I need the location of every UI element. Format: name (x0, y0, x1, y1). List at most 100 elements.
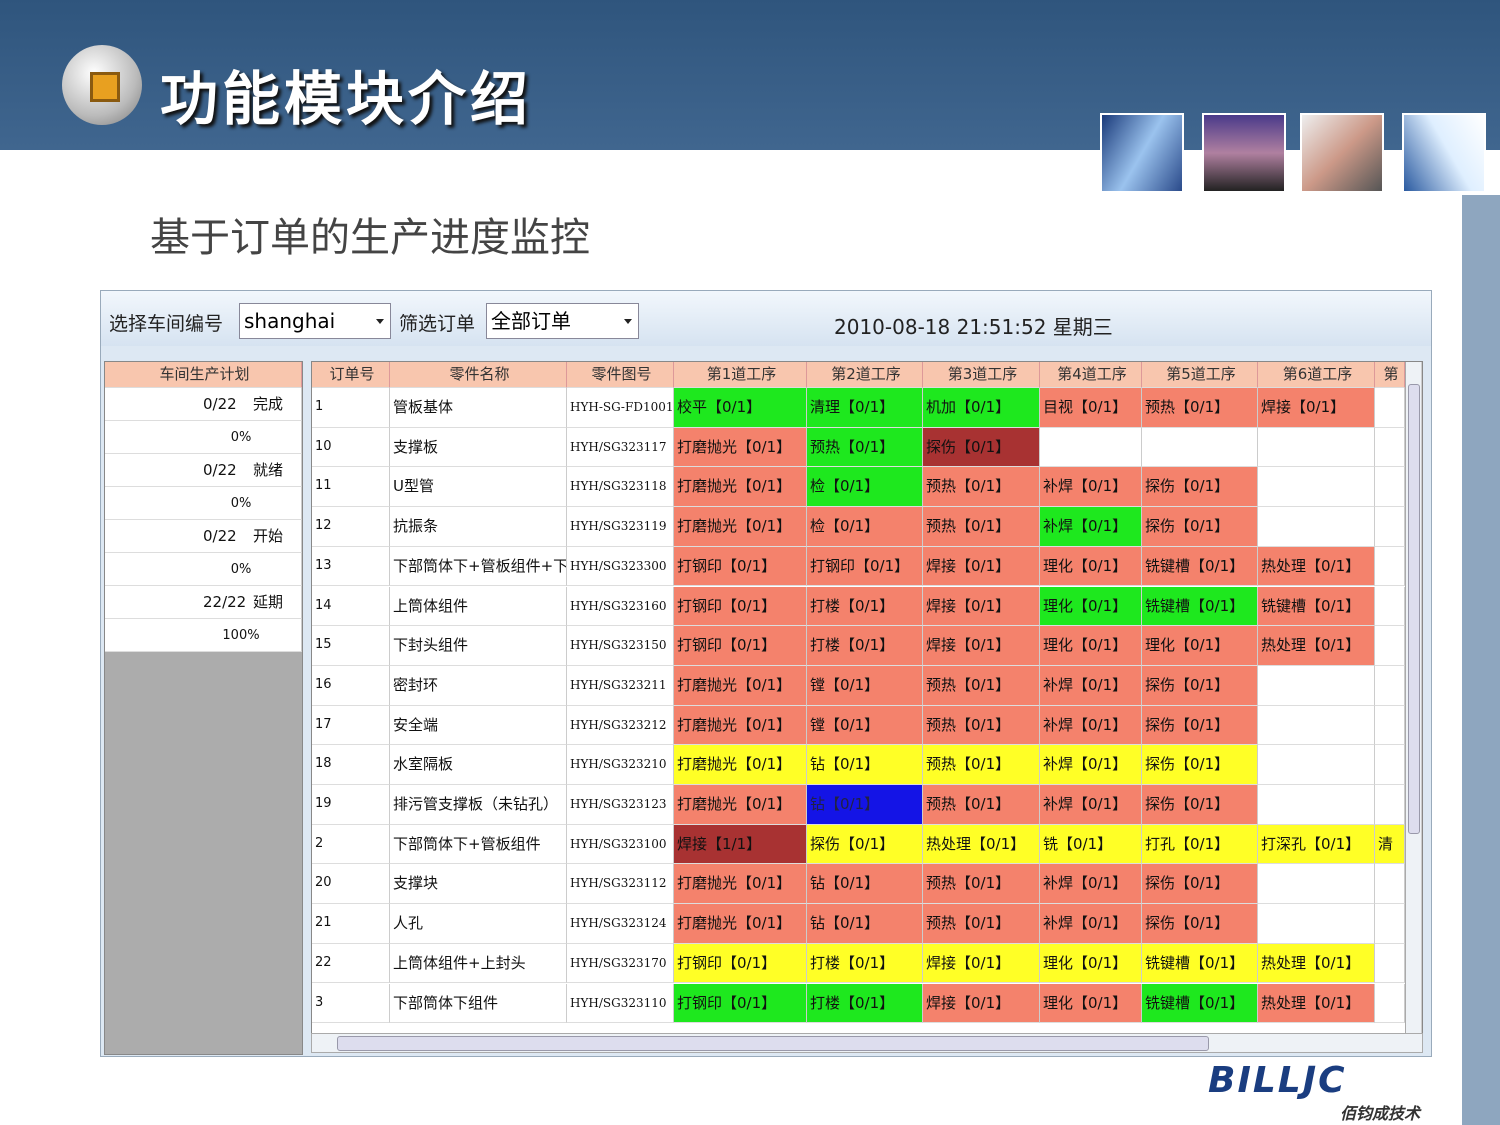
process-cell: 热处理【0/1】 (1258, 983, 1375, 1024)
part-name: 排污管支撑板（未钻孔） (390, 785, 567, 825)
photo (1100, 113, 1184, 193)
process-cell: 校平【0/1】 (674, 388, 807, 428)
process-cell: 铣键槽【0/1】 (1258, 586, 1375, 627)
plan-status: 延期 (253, 593, 284, 611)
plan-row: 22/22 延期 (105, 586, 302, 619)
process-cell: 铣键槽【0/1】 (1142, 943, 1258, 984)
column-header: 零件名称 (390, 362, 567, 388)
order-id: 22 (312, 943, 390, 984)
process-cell: 探伤【0/1】 (1142, 705, 1258, 746)
process-cell (1258, 904, 1375, 944)
process-cell: 钻【0/1】 (807, 904, 923, 944)
plan-percent: 0% (105, 487, 302, 520)
drawing-no: HYH/SG323160 (567, 586, 674, 627)
order-grid: 订单号 零件名称 零件图号 第1道工序 第2道工序 第3道工序 第4道工序 第5道工序 第6道工… (311, 361, 1423, 1035)
column-header: 第4道工序 (1040, 362, 1142, 388)
process-cell: 焊接【0/1】 (1258, 388, 1375, 428)
plan-count: 22/22 (203, 593, 247, 611)
process-cell: 探伤【0/1】 (1142, 467, 1258, 508)
process-cell: 打钢印【0/1】 (674, 943, 807, 984)
process-cell: 探伤【0/1】 (1142, 904, 1258, 944)
process-cell: 打磨抛光【0/1】 (674, 665, 807, 706)
process-cell: 焊接【0/1】 (923, 546, 1040, 587)
process-cell: 焊接【0/1】 (923, 983, 1040, 1024)
filter-select[interactable]: 全部订单 (486, 303, 639, 339)
process-cell (1375, 507, 1405, 547)
order-id: 21 (312, 904, 390, 944)
process-cell: 目视【0/1】 (1040, 388, 1142, 428)
process-cell: 补焊【0/1】 (1040, 665, 1142, 706)
h-scrollbar[interactable] (311, 1033, 1423, 1053)
process-cell (1258, 665, 1375, 706)
drawing-no: HYH/SG323123 (567, 785, 674, 825)
part-name: U型管 (390, 467, 567, 508)
photo (1402, 113, 1486, 193)
process-cell: 打楼【0/1】 (807, 586, 923, 627)
process-cell: 探伤【0/1】 (1142, 665, 1258, 706)
column-header: 第3道工序 (923, 362, 1040, 388)
column-header: 零件图号 (567, 362, 674, 388)
process-cell: 铣键槽【0/1】 (1142, 586, 1258, 627)
process-cell (1258, 745, 1375, 785)
part-name: 上筒体组件 (390, 586, 567, 627)
plan-status: 完成 (253, 395, 284, 413)
process-cell: 探伤【0/1】 (1142, 745, 1258, 785)
process-cell (1258, 785, 1375, 825)
process-cell (1142, 427, 1258, 468)
process-cell: 补焊【0/1】 (1040, 467, 1142, 508)
process-cell: 打磨抛光【0/1】 (674, 864, 807, 905)
process-cell (1375, 388, 1405, 428)
scroll-thumb[interactable] (337, 1036, 1209, 1051)
part-name: 上筒体组件+上封头 (390, 943, 567, 984)
process-cell: 检【0/1】 (807, 467, 923, 508)
process-cell: 补焊【0/1】 (1040, 864, 1142, 905)
process-cell: 打钢印【0/1】 (674, 983, 807, 1024)
process-cell: 打磨抛光【0/1】 (674, 745, 807, 785)
process-cell (1258, 705, 1375, 746)
process-cell: 探伤【0/1】 (1142, 507, 1258, 547)
slide-title: 功能模块介绍 (160, 65, 533, 133)
part-name: 下部筒体下+管板组件+下 (390, 546, 567, 587)
process-cell: 热处理【0/1】 (1258, 546, 1375, 587)
process-cell: 预热【0/1】 (923, 745, 1040, 785)
order-id: 17 (312, 705, 390, 746)
order-id: 10 (312, 427, 390, 468)
process-cell: 钻【0/1】 (807, 785, 923, 825)
plan-percent: 0% (105, 553, 302, 586)
part-name: 下封头组件 (390, 626, 567, 666)
process-cell: 打磨抛光【0/1】 (674, 705, 807, 746)
column-header: 第2道工序 (807, 362, 923, 388)
scroll-thumb[interactable] (1408, 384, 1420, 834)
drawing-no: HYH/SG323112 (567, 864, 674, 905)
order-id: 3 (312, 983, 390, 1024)
part-name: 密封环 (390, 665, 567, 706)
process-cell: 预热【0/1】 (923, 665, 1040, 706)
process-cell: 打钢印【0/1】 (674, 546, 807, 587)
order-id: 16 (312, 665, 390, 706)
process-cell: 焊接【0/1】 (923, 586, 1040, 627)
process-cell: 打深孔【0/1】 (1258, 824, 1375, 865)
process-cell (1375, 546, 1405, 587)
process-cell (1375, 586, 1405, 627)
order-id: 20 (312, 864, 390, 905)
part-name: 抗振条 (390, 507, 567, 547)
order-id: 19 (312, 785, 390, 825)
process-cell (1375, 904, 1405, 944)
plan-row: 0/22 开始 (105, 520, 302, 553)
process-cell: 探伤【0/1】 (1142, 864, 1258, 905)
drawing-no: HYH/SG323100 (567, 824, 674, 865)
v-scrollbar[interactable] (1405, 362, 1422, 1034)
process-cell: 理化【0/1】 (1040, 546, 1142, 587)
process-cell: 打楼【0/1】 (807, 626, 923, 666)
process-cell: 打磨抛光【0/1】 (674, 785, 807, 825)
part-name: 水室隔板 (390, 745, 567, 785)
part-name: 管板基体 (390, 388, 567, 428)
process-cell: 清 (1375, 824, 1405, 865)
order-id: 11 (312, 467, 390, 508)
process-cell: 镗【0/1】 (807, 705, 923, 746)
process-cell: 打磨抛光【0/1】 (674, 507, 807, 547)
process-cell (1375, 427, 1405, 468)
workshop-select[interactable]: shanghai (239, 303, 391, 339)
process-cell: 理化【0/1】 (1040, 983, 1142, 1024)
